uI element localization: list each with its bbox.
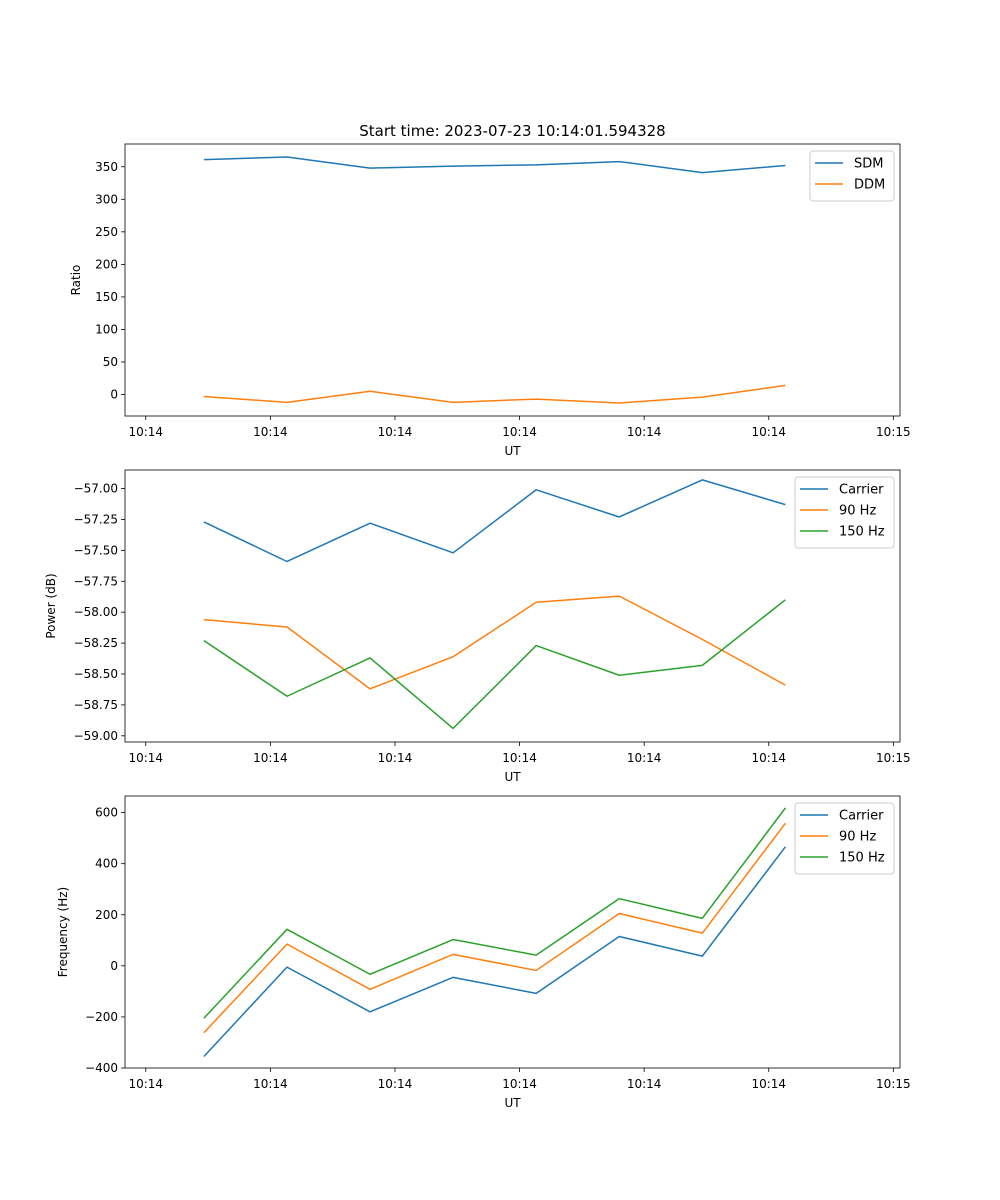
y-tick-label: −57.50 [74, 543, 118, 557]
x-tick-label: 10:14 [253, 425, 288, 439]
y-tick-label: −59.00 [74, 729, 118, 743]
legend-label: 90 Hz [839, 830, 876, 845]
y-tick-label: 100 [95, 322, 118, 336]
legend-label: SDM [854, 157, 883, 172]
y-tick-label: 300 [95, 192, 118, 206]
x-tick-label: 10:14 [378, 751, 413, 765]
x-tick-label: 10:14 [128, 1077, 163, 1091]
series-line-150-hz [203, 599, 786, 730]
x-tick-label: 10:15 [876, 751, 911, 765]
y-tick-label: 400 [95, 857, 118, 871]
series-line-150-hz [203, 807, 786, 1019]
x-tick-label: 10:14 [751, 1077, 786, 1091]
legend-label: 150 Hz [839, 525, 885, 540]
legend-label: 150 Hz [839, 851, 885, 866]
y-tick-label: −58.00 [74, 605, 118, 619]
x-tick-label: 10:15 [876, 1077, 911, 1091]
y-tick-label: 200 [95, 257, 118, 271]
y-tick-label: 600 [95, 806, 118, 820]
series-line-90-hz [203, 595, 786, 690]
x-tick-label: 10:14 [627, 425, 662, 439]
axes-frame [124, 469, 901, 743]
legend-label: Carrier [839, 809, 884, 824]
x-tick-label: 10:15 [876, 425, 911, 439]
legend-label: 90 Hz [839, 504, 876, 519]
y-axis-label: Ratio [69, 265, 83, 296]
x-axis-label: UT [504, 770, 521, 784]
y-tick-label: 250 [95, 225, 118, 239]
x-tick-label: 10:14 [502, 751, 537, 765]
series-line-carrier [203, 846, 786, 1058]
legend-label: DDM [854, 178, 885, 193]
series-line-90-hz [203, 822, 786, 1034]
y-tick-label: 50 [103, 355, 118, 369]
series-line-ddm [203, 384, 786, 404]
legend: Carrier 90 Hz 150 Hz [794, 476, 895, 549]
x-axis-label: UT [504, 444, 521, 458]
series-line-carrier [203, 479, 786, 563]
figure-title: Start time: 2023-07-23 10:14:01.594328 [359, 122, 665, 140]
panels: 10:14 10:14 10:14 10:14 10:14 10:14 10:15 0 50 10… [44, 143, 911, 1110]
chart-panel-2: 10:14 10:14 10:14 10:14 10:14 10:14 10:15 −59.0… [44, 469, 911, 784]
x-tick-label: 10:14 [751, 751, 786, 765]
chart-panel-3: 10:14 10:14 10:14 10:14 10:14 10:14 10:15 −400 −… [56, 795, 911, 1110]
legend: SDM DDM [809, 150, 895, 202]
series-line-sdm [203, 156, 786, 174]
x-axis-label: UT [504, 1096, 521, 1110]
y-tick-label: −57.75 [74, 574, 118, 588]
legend-label: Carrier [839, 483, 884, 498]
x-tick-label: 10:14 [128, 425, 163, 439]
y-tick-label: −57.00 [74, 482, 118, 496]
y-tick-label: 0 [110, 388, 118, 402]
y-tick-label: 200 [95, 908, 118, 922]
x-tick-label: 10:14 [627, 751, 662, 765]
y-tick-label: −57.25 [74, 512, 118, 526]
x-tick-label: 10:14 [128, 751, 163, 765]
x-tick-label: 10:14 [751, 425, 786, 439]
y-tick-label: −400 [85, 1061, 118, 1075]
y-tick-label: −200 [85, 1010, 118, 1024]
y-tick-label: 350 [95, 160, 118, 174]
legend: Carrier 90 Hz 150 Hz [794, 802, 895, 875]
y-axis-label: Power (dB) [44, 573, 58, 638]
x-tick-label: 10:14 [378, 425, 413, 439]
y-tick-label: 0 [110, 959, 118, 973]
x-tick-label: 10:14 [378, 1077, 413, 1091]
y-tick-label: −58.75 [74, 698, 118, 712]
y-tick-label: 150 [95, 290, 118, 304]
axes-frame [124, 795, 901, 1069]
x-tick-label: 10:14 [253, 751, 288, 765]
x-tick-label: 10:14 [253, 1077, 288, 1091]
y-axis-label: Frequency (Hz) [56, 887, 70, 978]
axes-frame [124, 143, 901, 417]
x-tick-label: 10:14 [627, 1077, 662, 1091]
y-tick-label: −58.50 [74, 667, 118, 681]
x-tick-label: 10:14 [502, 1077, 537, 1091]
y-tick-label: −58.25 [74, 636, 118, 650]
x-tick-label: 10:14 [502, 425, 537, 439]
chart-panel-1: 10:14 10:14 10:14 10:14 10:14 10:14 10:15 0 50 10… [69, 143, 911, 458]
